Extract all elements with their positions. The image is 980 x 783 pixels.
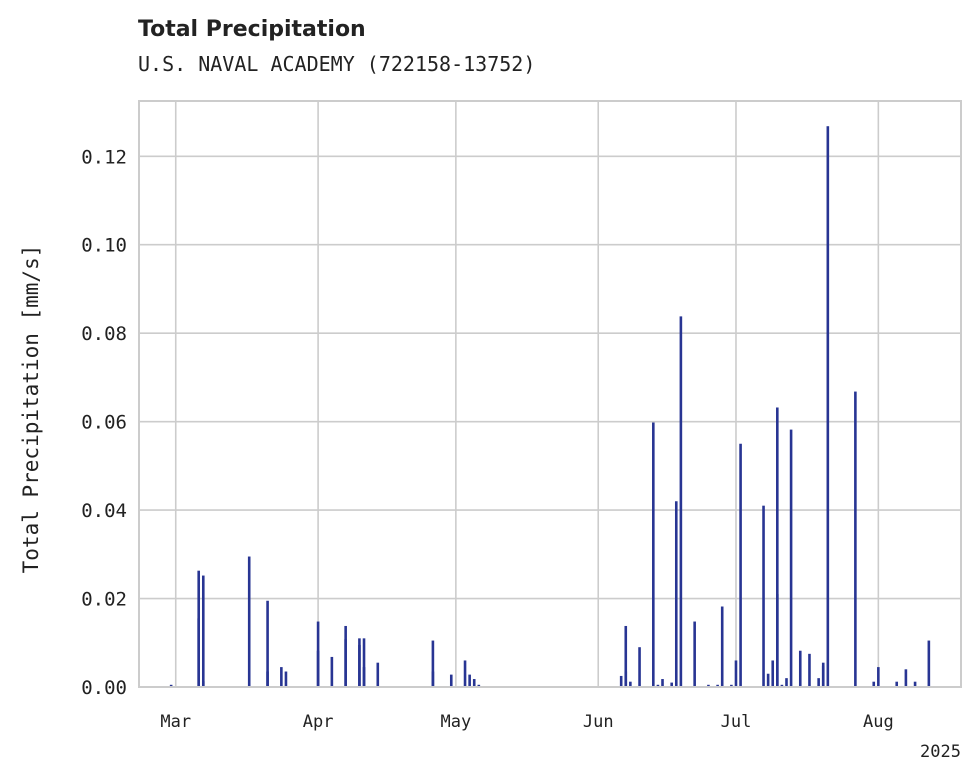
precip-bar <box>449 674 453 687</box>
x-axis-year-label: 2025 <box>920 742 961 762</box>
precip-bar <box>927 640 931 687</box>
precip-bar <box>280 667 283 687</box>
precip-bar <box>854 391 857 687</box>
precip-bar <box>670 682 673 687</box>
precip-bar <box>638 647 641 687</box>
precip-bar <box>771 660 775 687</box>
precip-bar <box>762 505 765 687</box>
y-tick-label: 0.08 <box>81 323 127 345</box>
precip-bar <box>619 675 623 687</box>
precip-bar <box>201 575 205 687</box>
precip-bar <box>674 501 678 687</box>
precip-bar <box>789 429 793 687</box>
precip-bar <box>266 671 269 687</box>
precip-bar <box>266 600 269 687</box>
precip-bar <box>197 618 200 687</box>
precip-bar <box>344 639 347 687</box>
precip-bar <box>808 653 811 687</box>
precip-bar <box>330 656 334 687</box>
y-tick-label: 0.02 <box>81 589 127 611</box>
precip-bar <box>362 638 366 687</box>
x-tick-label: Aug <box>863 712 894 732</box>
y-tick-label: 0.10 <box>81 235 127 257</box>
y-tick-label: 0.06 <box>81 412 127 434</box>
plot-frame <box>138 100 962 688</box>
precip-bar <box>780 684 784 687</box>
precip-bar <box>904 669 908 687</box>
precip-bar <box>463 660 467 687</box>
precip-bar <box>362 667 366 687</box>
precip-bar <box>913 681 917 687</box>
precip-bar <box>472 679 476 687</box>
precip-bar <box>798 650 802 687</box>
chart-subtitle: U.S. NAVAL ACADEMY (722158-13752) <box>138 52 536 76</box>
precip-bar <box>652 422 655 687</box>
precip-bar <box>734 660 738 687</box>
y-tick-label: 0.12 <box>81 146 127 168</box>
bar-series <box>169 126 931 687</box>
precip-bar <box>895 681 899 687</box>
x-tick-label: Jun <box>583 712 614 732</box>
precip-bar <box>431 640 435 687</box>
precip-bar <box>817 678 820 687</box>
x-axis: Mar Apr May Jun Jul Aug <box>160 712 893 732</box>
precip-bar <box>679 316 683 687</box>
precip-bar <box>776 407 779 687</box>
y-axis: 0.00 0.02 0.04 0.06 0.08 0.10 0.12 <box>81 146 127 699</box>
precip-bar <box>693 621 696 687</box>
precip-bar <box>661 679 664 687</box>
y-axis-label: Total Precipitation [mm/s] <box>19 245 43 574</box>
precip-bar <box>821 665 825 687</box>
y-tick-label: 0.04 <box>81 500 127 522</box>
precip-bar <box>707 684 710 687</box>
precip-bar <box>766 673 770 687</box>
chart-title: Total Precipitation <box>138 17 366 42</box>
precip-bar <box>316 650 320 687</box>
precip-bar <box>376 662 380 687</box>
precip-bar <box>785 678 788 687</box>
precip-bar <box>720 606 724 687</box>
grid-lines <box>139 101 961 687</box>
precip-bar <box>872 681 876 687</box>
precip-bar <box>477 684 481 687</box>
precip-bar <box>247 556 251 687</box>
precip-bar <box>358 638 361 687</box>
x-tick-label: May <box>441 712 472 732</box>
precip-bar <box>877 667 880 687</box>
x-tick-label: Jul <box>721 712 752 732</box>
precip-bar <box>201 681 205 687</box>
precip-bar <box>624 625 628 687</box>
precip-bar <box>730 684 733 687</box>
precip-bar <box>468 674 471 687</box>
precip-bar <box>826 126 830 687</box>
precip-bar <box>739 443 742 687</box>
precip-bar <box>284 671 288 687</box>
precip-bar <box>629 681 632 687</box>
precip-bar <box>716 684 719 687</box>
x-tick-label: Apr <box>303 712 334 732</box>
y-tick-label: 0.00 <box>81 677 127 699</box>
precip-bar <box>656 684 660 687</box>
precip-bar <box>169 684 173 687</box>
x-tick-label: Mar <box>160 712 191 732</box>
